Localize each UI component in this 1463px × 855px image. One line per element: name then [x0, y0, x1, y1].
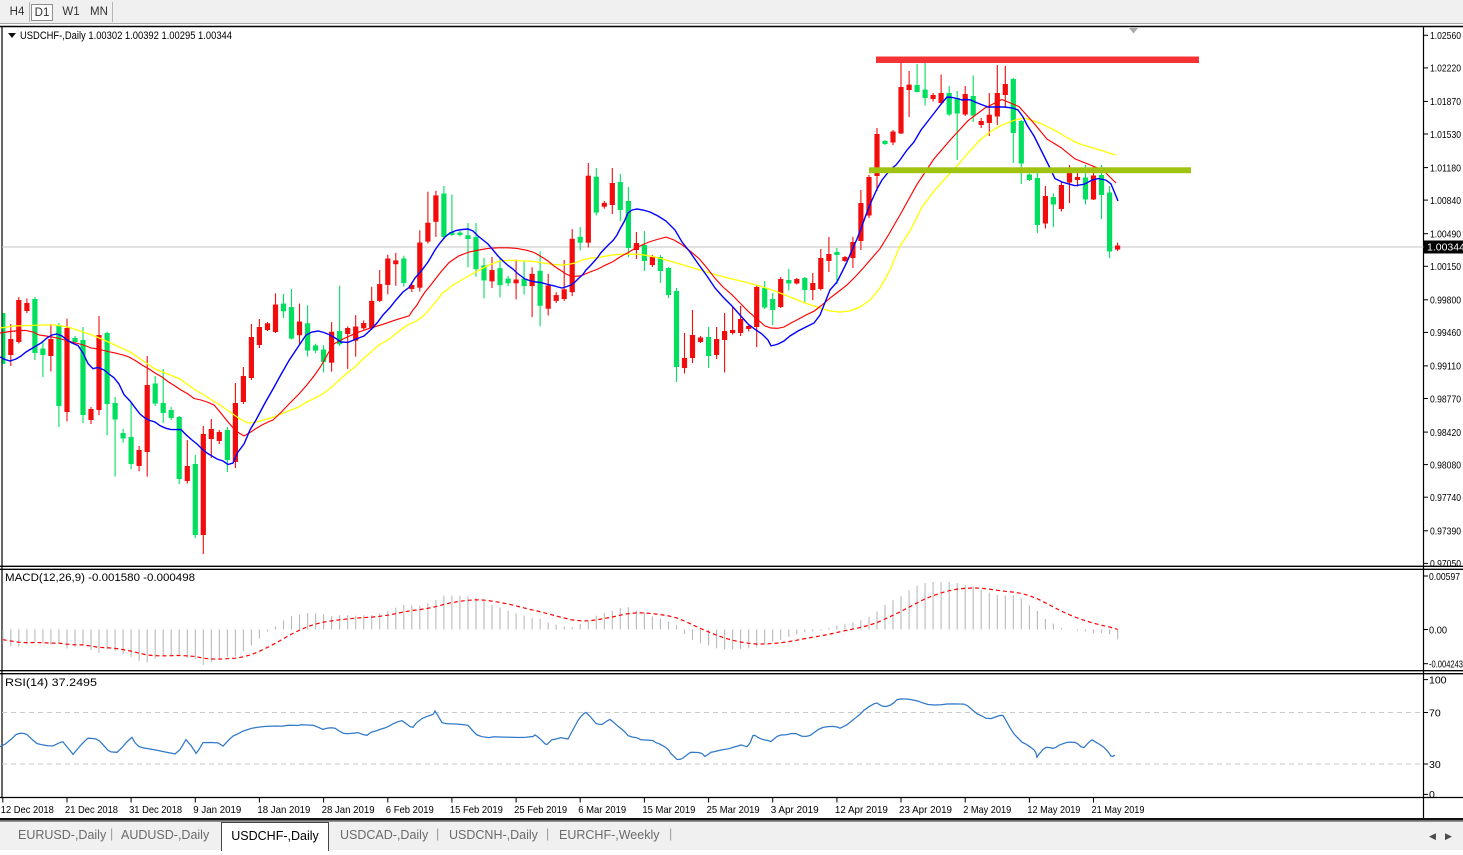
svg-text:25 Feb 2019: 25 Feb 2019: [514, 804, 567, 816]
svg-text:0.97740: 0.97740: [1430, 492, 1461, 504]
svg-text:12 May 2019: 12 May 2019: [1027, 804, 1080, 816]
svg-text:9 Jan 2019: 9 Jan 2019: [193, 804, 241, 816]
svg-text:USDCHF-,Daily 1.00302 1.00392: USDCHF-,Daily 1.00302 1.00392 1.00295 1.…: [20, 30, 232, 42]
svg-text:12 Dec 2018: 12 Dec 2018: [1, 804, 54, 816]
svg-text:1.00840: 1.00840: [1430, 195, 1461, 207]
svg-text:1.01530: 1.01530: [1430, 129, 1461, 141]
svg-text:0.99110: 0.99110: [1430, 361, 1461, 373]
svg-text:0.98080: 0.98080: [1430, 459, 1461, 471]
svg-text:21 May 2019: 21 May 2019: [1092, 804, 1145, 816]
svg-text:0.00: 0.00: [1429, 624, 1447, 636]
svg-text:21 Dec 2018: 21 Dec 2018: [65, 804, 118, 816]
svg-text:0.99460: 0.99460: [1430, 327, 1461, 339]
svg-text:0.97390: 0.97390: [1430, 526, 1461, 538]
svg-text:12 Apr 2019: 12 Apr 2019: [835, 804, 888, 816]
svg-text:1.00344: 1.00344: [1427, 242, 1463, 254]
svg-text:1.02220: 1.02220: [1430, 63, 1461, 75]
svg-text:0.98420: 0.98420: [1430, 427, 1461, 439]
svg-text:70: 70: [1429, 707, 1441, 719]
svg-text:2 May 2019: 2 May 2019: [963, 804, 1011, 816]
svg-text:25 Mar 2019: 25 Mar 2019: [707, 804, 760, 816]
svg-text:0.00597: 0.00597: [1429, 571, 1460, 583]
svg-text:0.97050: 0.97050: [1430, 558, 1461, 570]
svg-text:-0.004243: -0.004243: [1429, 659, 1463, 671]
svg-text:100: 100: [1429, 674, 1447, 686]
svg-text:0.99800: 0.99800: [1430, 295, 1461, 307]
svg-text:1.00490: 1.00490: [1430, 229, 1461, 241]
svg-text:0: 0: [1429, 789, 1435, 801]
svg-text:MACD(12,26,9) -0.001580 -0.000: MACD(12,26,9) -0.001580 -0.000498: [5, 572, 195, 584]
svg-text:31 Dec 2018: 31 Dec 2018: [129, 804, 182, 816]
svg-text:3 Apr 2019: 3 Apr 2019: [771, 804, 819, 816]
svg-text:1.00150: 1.00150: [1430, 261, 1461, 273]
svg-text:6 Mar 2019: 6 Mar 2019: [578, 804, 626, 816]
svg-text:15 Mar 2019: 15 Mar 2019: [642, 804, 695, 816]
svg-text:0.98770: 0.98770: [1430, 393, 1461, 405]
svg-text:1.02560: 1.02560: [1430, 30, 1461, 42]
svg-text:6 Feb 2019: 6 Feb 2019: [386, 804, 434, 816]
svg-text:30: 30: [1429, 759, 1441, 771]
svg-text:RSI(14) 37.2495: RSI(14) 37.2495: [5, 677, 97, 689]
svg-text:15 Feb 2019: 15 Feb 2019: [450, 804, 503, 816]
svg-text:1.01180: 1.01180: [1430, 162, 1461, 174]
svg-text:1.01870: 1.01870: [1430, 96, 1461, 108]
svg-text:28 Jan 2019: 28 Jan 2019: [322, 804, 375, 816]
svg-text:18 Jan 2019: 18 Jan 2019: [257, 804, 310, 816]
svg-text:23 Apr 2019: 23 Apr 2019: [899, 804, 952, 816]
